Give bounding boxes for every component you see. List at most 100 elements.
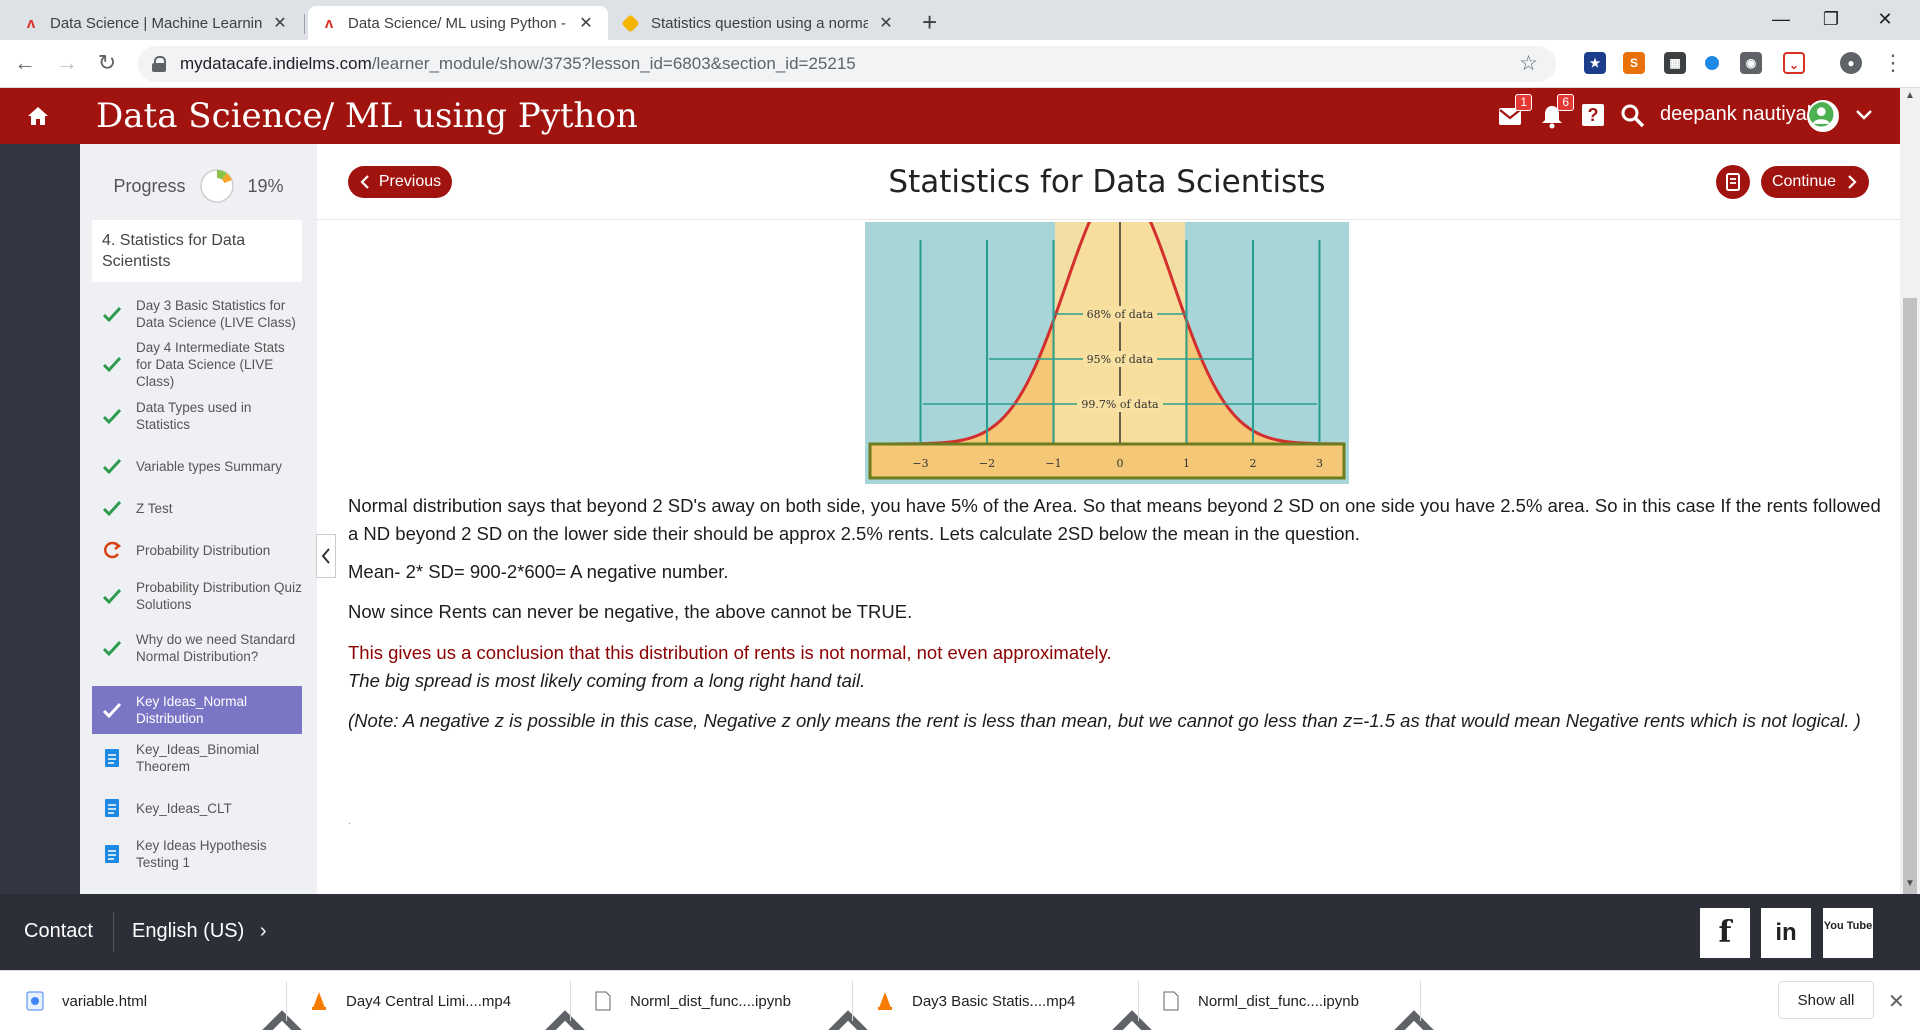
lesson-item[interactable]: Probability Distribution Quiz Solutions <box>92 576 302 616</box>
chevron-up-icon[interactable] <box>1102 993 1162 1030</box>
back-arrow-icon[interactable]: ← <box>14 50 36 75</box>
chevron-up-icon[interactable] <box>818 993 878 1030</box>
continue-button[interactable]: Continue <box>1761 166 1869 198</box>
previous-button[interactable]: Previous <box>348 166 452 198</box>
browser-menu-icon[interactable]: ⋮ <box>1882 50 1904 75</box>
scrollbar-thumb[interactable] <box>1903 298 1917 898</box>
band-label-bg <box>1083 306 1157 322</box>
extension-pocket-icon[interactable]: ⌄ <box>1783 52 1805 74</box>
download-item[interactable]: Norml_dist_func....ipynb <box>594 971 791 1030</box>
lesson-item[interactable]: Day 4 Intermediate Stats for Data Scienc… <box>92 336 302 392</box>
course-title: Data Science/ ML using Python <box>96 96 638 136</box>
check-icon <box>102 500 122 517</box>
browser-tab-1[interactable]: ʌ Data Science | Machine Learning ✕ <box>10 6 302 40</box>
check-icon <box>102 640 122 657</box>
download-item[interactable]: variable.html <box>26 971 147 1030</box>
chevron-up-icon[interactable] <box>535 993 595 1030</box>
lesson-label: Day 3 Basic Statistics for Data Science … <box>136 298 296 330</box>
lesson-label: Why do we need Standard Normal Distribut… <box>136 632 296 664</box>
lesson-item[interactable]: Z Test <box>92 496 302 520</box>
minimize-icon[interactable]: — <box>1772 9 1790 29</box>
user-name[interactable]: deepank nautiyal <box>1660 103 1812 125</box>
close-downloads-icon[interactable]: ✕ <box>1888 991 1905 1013</box>
module-title[interactable]: 4. Statistics for Data Scientists <box>92 220 302 282</box>
check-icon <box>102 408 122 425</box>
paragraph: Now since Rents can never be negative, t… <box>348 601 913 622</box>
band-label-bg <box>1083 351 1157 367</box>
download-item[interactable]: Day3 Basic Statis....mp4 <box>876 971 1075 1030</box>
lesson-label: Z Test <box>136 500 173 516</box>
lesson-item[interactable]: Why do we need Standard Normal Distribut… <box>92 628 302 668</box>
search-icon[interactable] <box>1620 103 1646 129</box>
scroll-up-icon[interactable]: ▲ <box>1905 90 1915 101</box>
forward-arrow-icon[interactable]: → <box>56 50 78 75</box>
messages-button[interactable]: 1 <box>1496 94 1532 130</box>
lock-icon <box>152 56 166 72</box>
file-icon <box>595 991 611 1011</box>
new-tab-button[interactable]: + <box>922 7 938 37</box>
extension-clapper-icon[interactable]: ▦ <box>1664 52 1686 74</box>
bell-icon <box>1542 106 1562 129</box>
youtube-icon[interactable]: You Tube <box>1823 908 1873 958</box>
document-icon <box>105 845 119 863</box>
notifications-button[interactable]: 6 <box>1538 94 1574 130</box>
facebook-icon[interactable]: f <box>1700 908 1750 958</box>
check-icon <box>102 588 122 605</box>
lesson-item[interactable]: Probability Distribution <box>92 538 302 562</box>
url-path: /learner_module/show/3735?lesson_id=6803… <box>371 54 856 73</box>
contact-link[interactable]: Contact <box>24 920 93 942</box>
extension-s-icon[interactable]: S <box>1623 52 1645 74</box>
browser-tab-3[interactable]: Statistics question using a norma ✕ <box>610 6 908 40</box>
tab-divider <box>304 14 305 34</box>
band-997-label: 99.7% of data <box>1081 398 1159 411</box>
chevron-up-icon[interactable] <box>1384 993 1444 1030</box>
conclusion-text: This gives us a conclusion that this dis… <box>348 642 1112 663</box>
progress-indicator: Progress 19% <box>80 166 317 206</box>
tab-close-icon[interactable]: ✕ <box>579 15 593 32</box>
x-tick-label: 3 <box>1316 457 1323 470</box>
language-label: English (US) <box>132 920 245 942</box>
note-text: (Note: A negative z is possible in this … <box>348 710 1861 731</box>
lesson-item[interactable]: Variable types Summary <box>92 454 302 478</box>
bookmark-star-icon[interactable]: ☆ <box>1519 52 1538 75</box>
window-close-icon[interactable]: ✕ <box>1877 9 1893 29</box>
linkedin-icon[interactable]: in <box>1761 908 1811 958</box>
chevron-down-icon[interactable] <box>1852 102 1876 126</box>
collapse-sidebar-button[interactable] <box>316 534 336 578</box>
progress-value: 19% <box>247 175 284 196</box>
profile-icon[interactable]: ● <box>1840 52 1862 74</box>
lesson-item[interactable]: Data Types used in Statistics <box>92 396 302 436</box>
address-bar[interactable]: mydatacafe.indielms.com /learner_module/… <box>138 46 1556 82</box>
home-icon[interactable] <box>26 104 50 128</box>
tab-close-icon[interactable]: ✕ <box>273 15 287 32</box>
restore-icon[interactable]: ❐ <box>1822 9 1840 29</box>
footer-divider <box>113 912 114 952</box>
x-tick-label: 1 <box>1183 457 1190 470</box>
language-selector[interactable]: English (US) › <box>132 920 267 943</box>
browser-toolbar: ← → ↻ mydatacafe.indielms.com /learner_m… <box>0 40 1920 88</box>
lesson-label: Key_Ideas_CLT <box>136 800 232 816</box>
url-host: mydatacafe.indielms.com <box>180 54 372 73</box>
reload-icon[interactable]: ↻ <box>97 50 117 75</box>
lesson-item[interactable]: Key_Ideas_Binomial Theorem <box>92 738 302 778</box>
download-item[interactable]: Norml_dist_func....ipynb <box>1162 971 1359 1030</box>
extension-camera-icon[interactable]: ◉ <box>1740 52 1762 74</box>
lesson-item-active[interactable]: Key Ideas_Normal Distribution <box>92 686 302 734</box>
help-icon[interactable]: ? <box>1582 104 1604 126</box>
tab-close-icon[interactable]: ✕ <box>879 15 893 32</box>
show-all-button[interactable]: Show all <box>1778 981 1874 1019</box>
lesson-item[interactable]: Key_Ideas_CLT <box>92 796 302 820</box>
download-item[interactable]: Day4 Central Limi....mp4 <box>310 971 511 1030</box>
chevron-up-icon[interactable] <box>252 993 312 1030</box>
download-name: Norml_dist_func....ipynb <box>1198 992 1359 1010</box>
page-title: Statistics for Data Scientists <box>888 164 1326 200</box>
browser-tab-2[interactable]: ʌ Data Science/ ML using Python - ✕ <box>308 6 608 40</box>
extension-circle-icon[interactable] <box>1705 56 1719 70</box>
lesson-item[interactable]: Key Ideas Hypothesis Testing 1 <box>92 834 302 874</box>
avatar[interactable] <box>1807 100 1839 132</box>
scroll-down-icon[interactable]: ▼ <box>1905 878 1915 889</box>
x-tick-label: −1 <box>1045 457 1061 470</box>
lesson-item[interactable]: Day 3 Basic Statistics for Data Science … <box>92 294 302 334</box>
extension-badge-icon[interactable]: ★ <box>1584 52 1606 74</box>
notes-button[interactable] <box>1716 165 1750 199</box>
